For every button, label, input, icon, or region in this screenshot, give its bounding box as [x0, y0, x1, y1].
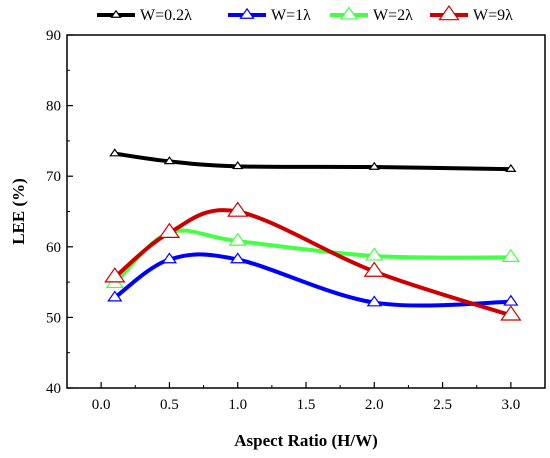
legend-label: W=0.2λ: [140, 7, 192, 24]
data-point-marker: [104, 267, 126, 283]
data-point-marker: [365, 247, 384, 261]
data-point-marker: [501, 248, 521, 262]
legend: W=0.2λ W=1λ W=2λ W=9λ: [97, 4, 513, 24]
series-2: [107, 252, 519, 308]
x-axis-title: Aspect Ratio (H/W): [234, 431, 378, 450]
series-group: [104, 148, 522, 321]
x-tick-label: 2.5: [433, 397, 452, 413]
y-tick-label: 60: [46, 240, 61, 256]
legend-marker: [339, 6, 359, 20]
data-point-marker: [161, 252, 178, 264]
legend-item: W=9λ: [430, 4, 513, 24]
series-line: [112, 151, 513, 172]
y-tick-label: 90: [46, 28, 61, 44]
legend-marker: [239, 7, 255, 19]
data-point-marker: [230, 252, 246, 264]
data-point-marker: [163, 156, 176, 165]
y-axis-title: LEE (%): [9, 178, 28, 245]
data-point-marker: [505, 163, 517, 172]
legend-marker: [438, 4, 460, 21]
x-tick-label: 0.5: [160, 397, 179, 413]
series-line: [112, 252, 513, 308]
legend-label: W=1λ: [271, 7, 311, 24]
series-1: [109, 148, 517, 172]
data-point-marker: [363, 261, 385, 277]
y-tick-label: 40: [46, 381, 61, 397]
series-4: [104, 201, 522, 321]
x-tick-label: 0.0: [92, 397, 111, 413]
data-point-marker: [368, 161, 380, 170]
x-tick-label: 2.0: [365, 397, 384, 413]
data-point-marker: [366, 295, 382, 307]
data-point-marker: [500, 305, 522, 321]
x-tick-label: 3.0: [501, 397, 520, 413]
legend-label: W=9λ: [473, 7, 513, 24]
data-point-marker: [107, 290, 123, 302]
plot-frame: [66, 34, 546, 389]
x-tick-label: 1.5: [297, 397, 316, 413]
legend-label: W=2λ: [373, 7, 413, 24]
legend-marker: [110, 9, 122, 18]
y-tick-label: 80: [46, 99, 61, 115]
data-point-marker: [158, 222, 181, 238]
y-tick-label: 50: [46, 310, 61, 326]
legend-item: W=1λ: [228, 7, 311, 24]
data-point-marker: [228, 232, 247, 246]
legend-item: W=0.2λ: [97, 7, 192, 24]
axis-ticks: 0.0 0.5 1.0 1.5 2.0 2.5 3.0 40 50 60 70 80 90: [46, 28, 520, 413]
data-point-marker: [227, 201, 249, 217]
y-tick-label: 70: [46, 169, 61, 185]
legend-item: W=2λ: [330, 6, 413, 24]
series-line: [112, 208, 513, 318]
data-point-marker: [503, 294, 519, 306]
data-point-marker: [232, 161, 244, 170]
data-point-marker: [109, 148, 121, 157]
x-tick-label: 1.0: [228, 397, 247, 413]
